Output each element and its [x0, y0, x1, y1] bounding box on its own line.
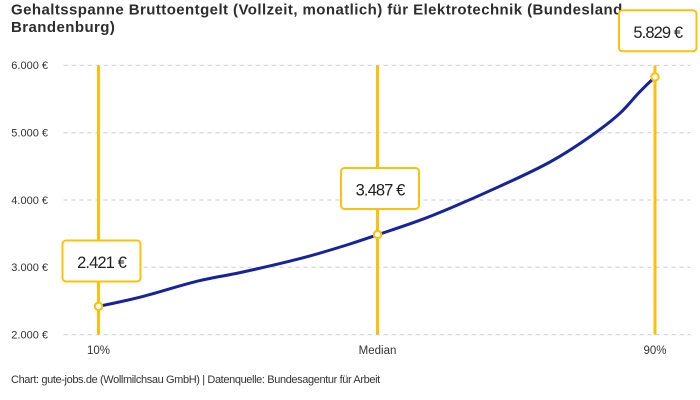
svg-text:10%: 10% — [87, 345, 110, 357]
svg-text:4.000 €: 4.000 € — [11, 195, 48, 207]
svg-text:Median: Median — [359, 345, 397, 357]
svg-text:2.421 €: 2.421 € — [77, 254, 126, 272]
svg-text:6.000 €: 6.000 € — [11, 60, 48, 72]
svg-text:Gehaltsspanne Bruttoentgelt (V: Gehaltsspanne Bruttoentgelt (Vollzeit, m… — [11, 2, 623, 19]
svg-text:3.487 €: 3.487 € — [356, 182, 405, 200]
svg-text:Chart: gute-jobs.de (Wollmilch: Chart: gute-jobs.de (Wollmilchsau GmbH) … — [11, 374, 380, 386]
svg-text:3.000 €: 3.000 € — [11, 262, 48, 274]
svg-text:90%: 90% — [643, 345, 666, 357]
svg-text:5.000 €: 5.000 € — [11, 128, 48, 140]
svg-text:Brandenburg): Brandenburg) — [11, 19, 115, 36]
svg-text:2.000 €: 2.000 € — [11, 329, 48, 341]
svg-text:5.829 €: 5.829 € — [633, 24, 682, 42]
